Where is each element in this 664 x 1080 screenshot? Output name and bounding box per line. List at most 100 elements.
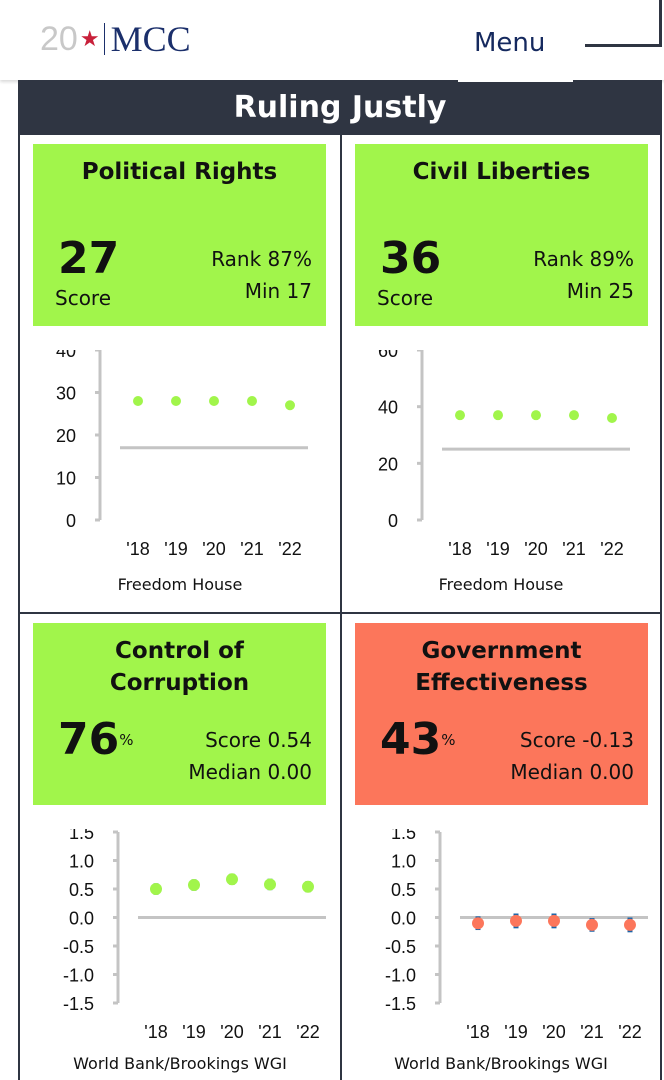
logo-divider	[103, 23, 105, 55]
indicator-line2: Median 0.00	[510, 760, 634, 784]
indicator-chart: 1.5 1.0 0.5 0.0 -0.5 -1.0 -1.5 '18 '19 '20 '21 '22	[385, 829, 648, 1042]
y-tick-label: 0.5	[391, 880, 416, 900]
indicator-panel[interactable]: Government Effectiveness 43% Score -0.13…	[342, 614, 660, 1080]
x-tick-label: '22	[296, 1022, 319, 1042]
menu-decoration	[659, 0, 662, 47]
indicator-summary: Government Effectiveness 43% Score -0.13…	[355, 623, 648, 805]
indicator-line1: Score 0.54	[205, 728, 312, 752]
x-tick-label: '21	[258, 1022, 281, 1042]
x-tick-label: '21	[240, 539, 263, 559]
indicator-panel[interactable]: Civil Liberties 36 Score Rank 89% Min 25…	[342, 135, 660, 612]
data-point	[624, 918, 636, 931]
y-tick-label: 1.5	[69, 829, 94, 843]
logo-20: 20	[40, 19, 78, 58]
data-point	[531, 410, 541, 421]
x-tick-label: '19	[164, 539, 187, 559]
data-point	[493, 410, 503, 421]
data-point	[150, 883, 162, 895]
y-tick-label: 0.0	[69, 909, 94, 929]
indicator-panel[interactable]: Political Rights 27 Score Rank 87% Min 1…	[20, 135, 340, 612]
indicator-summary: Political Rights 27 Score Rank 87% Min 1…	[33, 144, 326, 326]
y-tick-label: 0.5	[69, 880, 94, 900]
data-point	[171, 396, 181, 406]
x-tick-label: '20	[202, 539, 225, 559]
x-tick-label: '20	[220, 1022, 243, 1042]
y-tick-label: 40	[56, 350, 76, 361]
y-tick-label: 40	[378, 398, 398, 418]
y-tick-label: 1.5	[391, 829, 416, 843]
indicator-line1: Rank 89%	[533, 247, 634, 271]
data-point	[209, 396, 219, 406]
data-point	[247, 396, 257, 406]
data-point	[607, 413, 617, 423]
y-tick-label: 60	[378, 350, 398, 361]
indicator-chart: 1.5 1.0 0.5 0.0 -0.5 -1.0 -1.5 '18 '19 '20 '21 '22	[63, 829, 326, 1042]
section-title: Ruling Justly	[233, 90, 447, 125]
y-tick-label: 10	[56, 469, 76, 489]
y-tick-label: -1.5	[63, 994, 94, 1014]
x-tick-label: '18	[126, 539, 149, 559]
indicator-panel[interactable]: Control of Corruption 76% Score 0.54 Med…	[20, 614, 340, 1080]
x-tick-label: '18	[466, 1022, 489, 1042]
y-tick-label: -1.0	[63, 966, 94, 986]
data-source: Freedom House	[438, 575, 564, 594]
y-tick-label: 1.0	[391, 852, 416, 872]
indicator-line1: Score -0.13	[519, 728, 634, 752]
data-source: World Bank/Brookings WGI	[73, 1054, 287, 1073]
menu-decoration	[585, 44, 661, 47]
indicator-chart: 60 40 20 0 '18 '19 '20 '21 '22	[378, 350, 630, 559]
y-tick-label: -1.5	[385, 994, 416, 1014]
x-tick-label: '18	[448, 539, 471, 559]
indicator-title: Political Rights	[81, 159, 278, 185]
x-tick-label: '22	[600, 539, 623, 559]
star-icon: ★	[79, 26, 100, 51]
value-number: 43	[380, 714, 442, 765]
y-tick-label: 20	[378, 454, 398, 474]
y-tick-label: 0	[388, 511, 398, 531]
x-tick-label: '20	[524, 539, 547, 559]
indicator-line2: Min 17	[244, 279, 312, 303]
data-point	[586, 918, 598, 931]
indicator-chart: 40 30 20 10 0 '18 '19 '20 '21 '22	[56, 350, 308, 559]
indicator-title: Government Effectiveness	[415, 638, 588, 696]
x-tick-label: '19	[486, 539, 509, 559]
indicator-line1: Rank 87%	[211, 247, 312, 271]
data-point	[569, 410, 579, 421]
y-tick-label: -1.0	[385, 966, 416, 986]
data-point	[264, 878, 276, 891]
value-number: 27	[58, 233, 120, 284]
mcc-logo[interactable]: 20 ★ MCC	[40, 18, 191, 60]
value-suffix: %	[119, 731, 134, 749]
data-point	[285, 400, 295, 411]
logo-mcc: MCC	[110, 19, 191, 59]
data-point	[188, 879, 200, 892]
y-tick-label: 0.0	[391, 909, 416, 929]
indicator-title: Control of Corruption	[109, 638, 250, 696]
indicator-value: 36	[380, 234, 441, 284]
x-tick-label: '19	[504, 1022, 527, 1042]
data-point	[226, 873, 238, 886]
y-tick-label: 1.0	[69, 852, 94, 872]
data-point	[133, 396, 143, 406]
x-tick-label: '22	[618, 1022, 641, 1042]
indicator-summary: Civil Liberties 36 Score Rank 89% Min 25	[355, 144, 648, 326]
x-tick-label: '22	[278, 539, 301, 559]
x-tick-label: '18	[144, 1022, 167, 1042]
data-point	[472, 917, 484, 930]
indicator-line2: Median 0.00	[188, 760, 312, 784]
menu-button[interactable]: Menu	[458, 24, 573, 82]
indicator-value: 27	[58, 234, 119, 284]
y-tick-label: 0	[66, 511, 76, 531]
y-tick-label: -0.5	[63, 937, 94, 957]
indicator-value: 43%	[380, 715, 456, 765]
x-tick-label: '21	[562, 539, 585, 559]
data-source: Freedom House	[117, 575, 243, 594]
data-point	[302, 880, 314, 893]
value-label: Score	[377, 286, 434, 310]
y-tick-label: -0.5	[385, 937, 416, 957]
x-tick-label: '20	[542, 1022, 565, 1042]
indicator-value: 76%	[58, 715, 134, 765]
data-point	[455, 410, 465, 421]
x-tick-label: '19	[182, 1022, 205, 1042]
value-number: 36	[380, 233, 442, 284]
